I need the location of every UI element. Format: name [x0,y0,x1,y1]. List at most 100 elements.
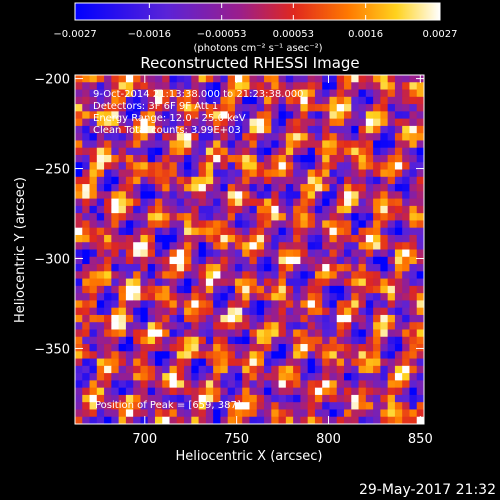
heatmap-cell [227,184,236,192]
heatmap-cell [140,409,149,418]
heatmap-cell [234,191,243,199]
heatmap-cell [220,82,229,90]
heatmap-cell [402,227,410,236]
heatmap-cell [191,256,199,265]
heatmap-cell [351,104,359,112]
heatmap-cell [147,198,156,207]
heatmap-cell [213,285,221,294]
heatmap-cell [234,300,243,309]
heatmap-cell [322,293,330,301]
heatmap-cell [125,75,134,83]
heatmap-cell [293,111,301,120]
heatmap-cell [256,140,265,149]
heatmap-cell [220,271,229,279]
heatmap-cell [96,394,105,403]
heatmap-cell [285,285,294,294]
heatmap-cell [249,358,258,367]
heatmap-cell [169,154,178,163]
heatmap-cell [220,293,229,301]
heatmap-cell [104,75,112,83]
heatmap-cell [184,140,192,149]
heatmap-cell [249,329,258,338]
heatmap-cell [89,205,98,214]
heatmap-cell [140,329,149,338]
heatmap-cell [198,154,207,163]
heatmap-cell [329,416,338,424]
heatmap-cell [293,133,301,141]
heatmap-cell [89,358,98,367]
heatmap-cell [140,184,149,192]
heatmap-cell [118,147,127,156]
heatmap-cell [387,314,396,323]
heatmap-cell [242,111,250,120]
heatmap-cell [162,271,170,279]
heatmap-cell [227,416,236,424]
heatmap-cell [416,329,424,338]
heatmap-cell [111,191,120,199]
heatmap-cell [198,191,207,199]
heatmap-cell [271,387,279,396]
heatmap-cell [111,184,120,192]
heatmap-cell [380,351,389,359]
heatmap-cell [271,169,279,178]
heatmap-cell [285,278,294,287]
heatmap-cell [351,184,359,192]
heatmap-cell [89,96,98,105]
heatmap-cell [416,133,424,141]
heatmap-cell [242,234,250,243]
heatmap-cell [394,285,403,294]
heatmap-cell [285,169,294,178]
heatmap-cell [271,365,279,374]
heatmap-cell [118,213,127,221]
heatmap-cell [198,96,207,105]
heatmap-cell [271,402,279,410]
heatmap-cell [118,111,127,120]
heatmap-cell [358,176,367,185]
heatmap-cell [147,344,156,352]
heatmap-cell [184,205,192,214]
heatmap-cell [242,409,250,418]
heatmap-cell [118,82,127,90]
heatmap-cell [147,96,156,105]
heatmap-cell [394,198,403,207]
heatmap-cell [234,322,243,330]
heatmap-cell [198,89,207,98]
heatmap-cell [365,249,374,258]
heatmap-cell [82,154,90,163]
heatmap-cell [184,162,192,170]
heatmap-cell [365,191,374,199]
heatmap-cell [82,213,90,221]
heatmap-cell [111,351,120,359]
heatmap-cell [111,154,120,163]
heatmap-cell [198,220,207,229]
heatmap-cell [234,256,243,265]
heatmap-cell [300,242,309,250]
heatmap-cell [387,147,396,156]
heatmap-cell [380,242,389,250]
heatmap-cell [205,147,214,156]
heatmap-cell [111,234,120,243]
heatmap-cell [358,300,367,309]
heatmap-cell [184,264,192,272]
heatmap-cell [242,387,250,396]
annotation-line: Clean Total counts: 3.99E+03 [93,125,241,136]
heatmap-cell [409,75,418,83]
colorbar-tick-label: 0.0016 [348,29,383,40]
heatmap-cell [111,278,120,287]
heatmap-cell [234,307,243,316]
heatmap-cell [111,416,120,424]
heatmap-cell [336,162,345,170]
heatmap-cell [394,111,403,120]
heatmap-cell [227,409,236,418]
heatmap-cell [351,89,359,98]
heatmap-cell [314,118,323,127]
heatmap-cell [184,322,192,330]
heatmap-cell [351,198,359,207]
heatmap-cell [344,285,352,294]
heatmap-cell [205,118,214,127]
heatmap-cell [198,249,207,258]
heatmap-cell [89,278,98,287]
heatmap-cell [293,416,301,424]
heatmap-cell [162,387,170,396]
heatmap-cell [373,256,381,265]
